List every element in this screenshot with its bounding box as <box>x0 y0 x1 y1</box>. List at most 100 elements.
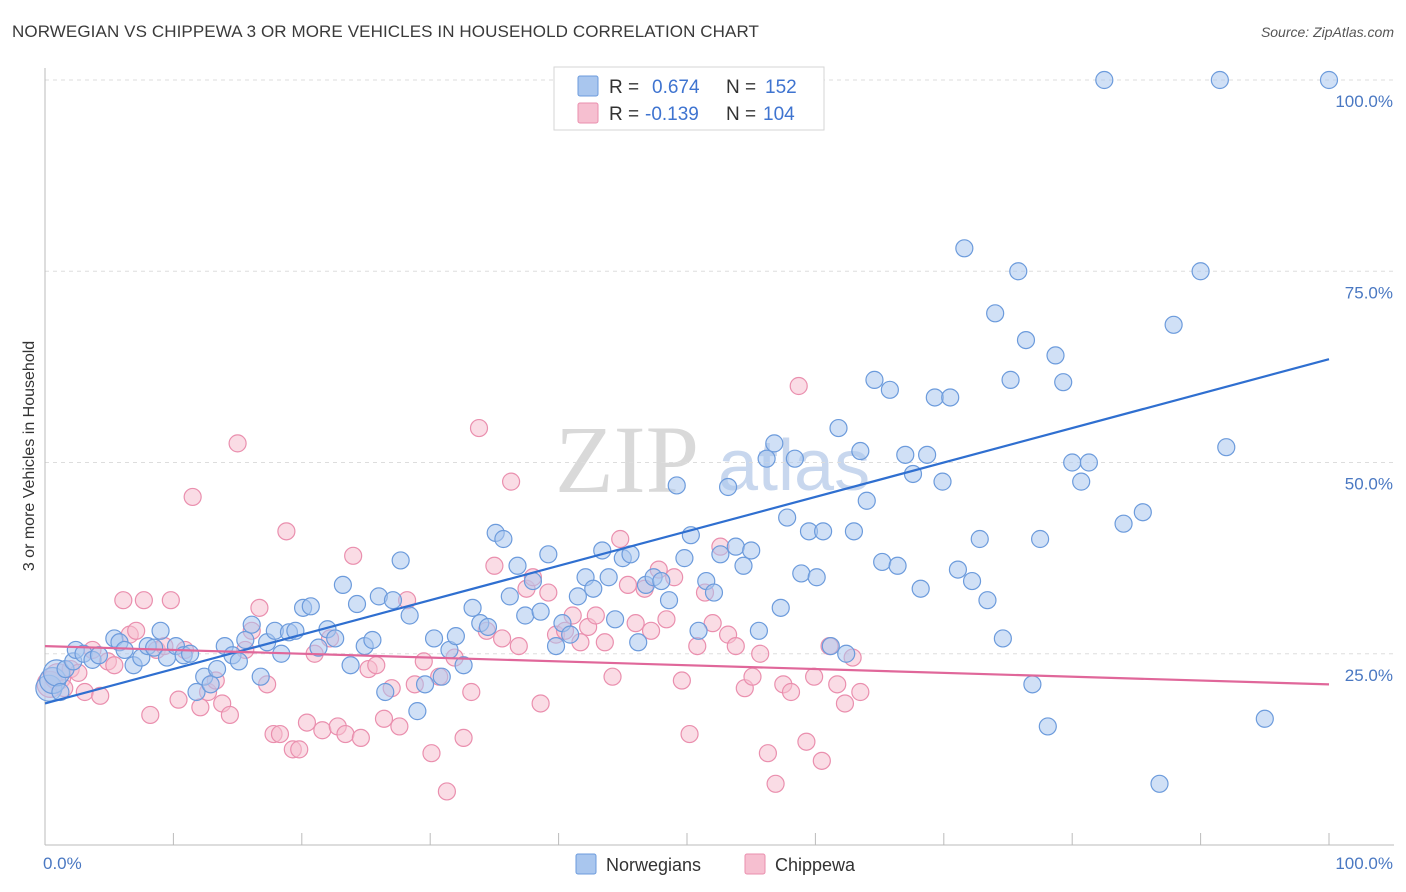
norwegian-point-101 <box>778 508 797 527</box>
gridlines <box>45 79 1394 655</box>
norwegian-point-105 <box>807 568 826 587</box>
chippewa-point-32 <box>270 724 290 744</box>
norwegian-point-28 <box>229 652 248 671</box>
norwegian-point-100 <box>771 598 790 617</box>
norwegian-point-3 <box>51 682 70 702</box>
chippewa-point-67 <box>539 583 558 602</box>
norwegian-point-112 <box>857 491 876 510</box>
chippewa-point-62 <box>501 472 521 491</box>
norwegian-point-120 <box>918 445 937 464</box>
norwegian-point-44 <box>347 594 367 614</box>
norwegian-point-50 <box>391 551 410 570</box>
norwegian-point-48 <box>376 682 395 702</box>
chippewa-point-94 <box>751 644 770 663</box>
legend-n-value-2: 104 <box>763 104 795 125</box>
norwegian-point-122 <box>933 472 952 491</box>
chippewa-point-18 <box>169 690 188 709</box>
norwegian-point-69 <box>539 545 558 564</box>
y-tick-label-50: 50.0% <box>1345 475 1393 494</box>
norwegian-point-121 <box>925 388 944 407</box>
norwegian-point-114 <box>873 552 892 572</box>
norwegian-point-43 <box>341 656 360 675</box>
chippewa-point-74 <box>595 633 614 652</box>
norwegian-point-77 <box>599 568 618 587</box>
chippewa-point-99 <box>789 376 808 396</box>
chippewa-point-41 <box>336 724 355 744</box>
norwegian-point-86 <box>667 476 686 495</box>
chippewa-point-7 <box>91 686 110 705</box>
norwegian-point-78 <box>605 610 625 629</box>
x-tick-label-max: 100.0% <box>1335 854 1393 873</box>
norwegian-point-128 <box>978 591 997 610</box>
chippewa-point-20 <box>183 487 202 507</box>
legend-r-label-1: R = <box>609 77 639 98</box>
norwegian-point-66 <box>516 606 535 625</box>
norwegian-point-64 <box>500 587 519 606</box>
norwegian-point-118 <box>903 464 923 484</box>
legend-swatch-norwegians <box>577 75 599 97</box>
norwegian-point-110 <box>844 522 864 541</box>
chippewa-point-95 <box>758 744 777 763</box>
norwegian-point-96 <box>742 541 761 560</box>
norwegian-point-92 <box>711 545 730 564</box>
norwegian-point-81 <box>629 633 648 652</box>
chippewa-point-45 <box>367 656 386 675</box>
norwegian-point-149 <box>1095 70 1114 90</box>
norwegian-point-147 <box>1217 438 1236 457</box>
chippewa-point-73 <box>586 606 605 625</box>
legend-r-label-2: R = <box>609 104 639 125</box>
chippewa-point-35 <box>290 740 309 759</box>
chippewa-point-43 <box>351 728 370 748</box>
chippewa-point-78 <box>626 614 645 633</box>
norwegian-point-116 <box>888 556 907 575</box>
chippewa-point-57 <box>462 682 481 702</box>
legend-n-value-1: 152 <box>765 77 797 98</box>
chippewa-point-56 <box>454 728 473 748</box>
norwegian-point-142 <box>1114 514 1133 533</box>
norwegian-point-16 <box>145 638 164 657</box>
chippewa-point-42 <box>344 546 363 565</box>
norwegian-point-146 <box>1191 262 1210 281</box>
chippewa-point-26 <box>228 434 247 453</box>
bottom-legend-swatch-chippewa <box>744 853 766 875</box>
norwegian-point-108 <box>829 418 848 438</box>
norwegians-trend-line <box>44 358 1330 705</box>
norwegian-point-94 <box>726 537 745 556</box>
y-tick-labels: 25.0% 50.0% 75.0% 100.0% <box>1335 92 1393 685</box>
legend-r-value-2: -0.139 <box>645 104 699 125</box>
chart-title: NORWEGIAN VS CHIPPEWA 3 OR MORE VEHICLES… <box>12 22 760 41</box>
norwegian-point-85 <box>659 591 679 610</box>
norwegian-point-93 <box>718 477 738 497</box>
chippewa-point-75 <box>603 667 622 686</box>
chippewa-point-107 <box>851 682 870 702</box>
chippewa-point-60 <box>485 556 504 575</box>
bottom-legend: Norwegians Chippewa <box>575 853 856 875</box>
legend-n-label-1: N = <box>726 77 756 98</box>
norwegian-points <box>35 70 1339 793</box>
norwegian-point-58 <box>454 656 473 675</box>
y-tick-label-25: 25.0% <box>1345 666 1393 685</box>
chippewa-point-10 <box>114 591 133 610</box>
norwegian-point-124 <box>948 560 968 579</box>
chippewa-trend-line <box>44 645 1330 686</box>
norwegian-point-30 <box>242 615 261 634</box>
norwegian-point-135 <box>1030 529 1050 549</box>
norwegian-point-57 <box>446 627 465 646</box>
norwegian-point-87 <box>675 549 694 568</box>
source-label: Source: ZipAtlas.com <box>1260 24 1394 40</box>
norwegian-point-53 <box>415 675 435 694</box>
norwegian-point-113 <box>865 370 884 389</box>
norwegian-point-144 <box>1150 774 1169 793</box>
norwegian-point-145 <box>1164 315 1183 334</box>
norwegian-point-12 <box>115 640 134 660</box>
chippewa-point-105 <box>835 694 855 713</box>
norwegian-point-127 <box>970 529 989 549</box>
norwegian-point-49 <box>383 591 403 610</box>
norwegian-point-25 <box>207 659 227 679</box>
norwegian-point-141 <box>1079 453 1098 472</box>
chippewa-point-76 <box>611 529 630 549</box>
norwegian-point-38 <box>301 597 320 616</box>
norwegian-point-150 <box>1210 70 1229 90</box>
x-tick-label-min: 0.0% <box>43 854 82 873</box>
